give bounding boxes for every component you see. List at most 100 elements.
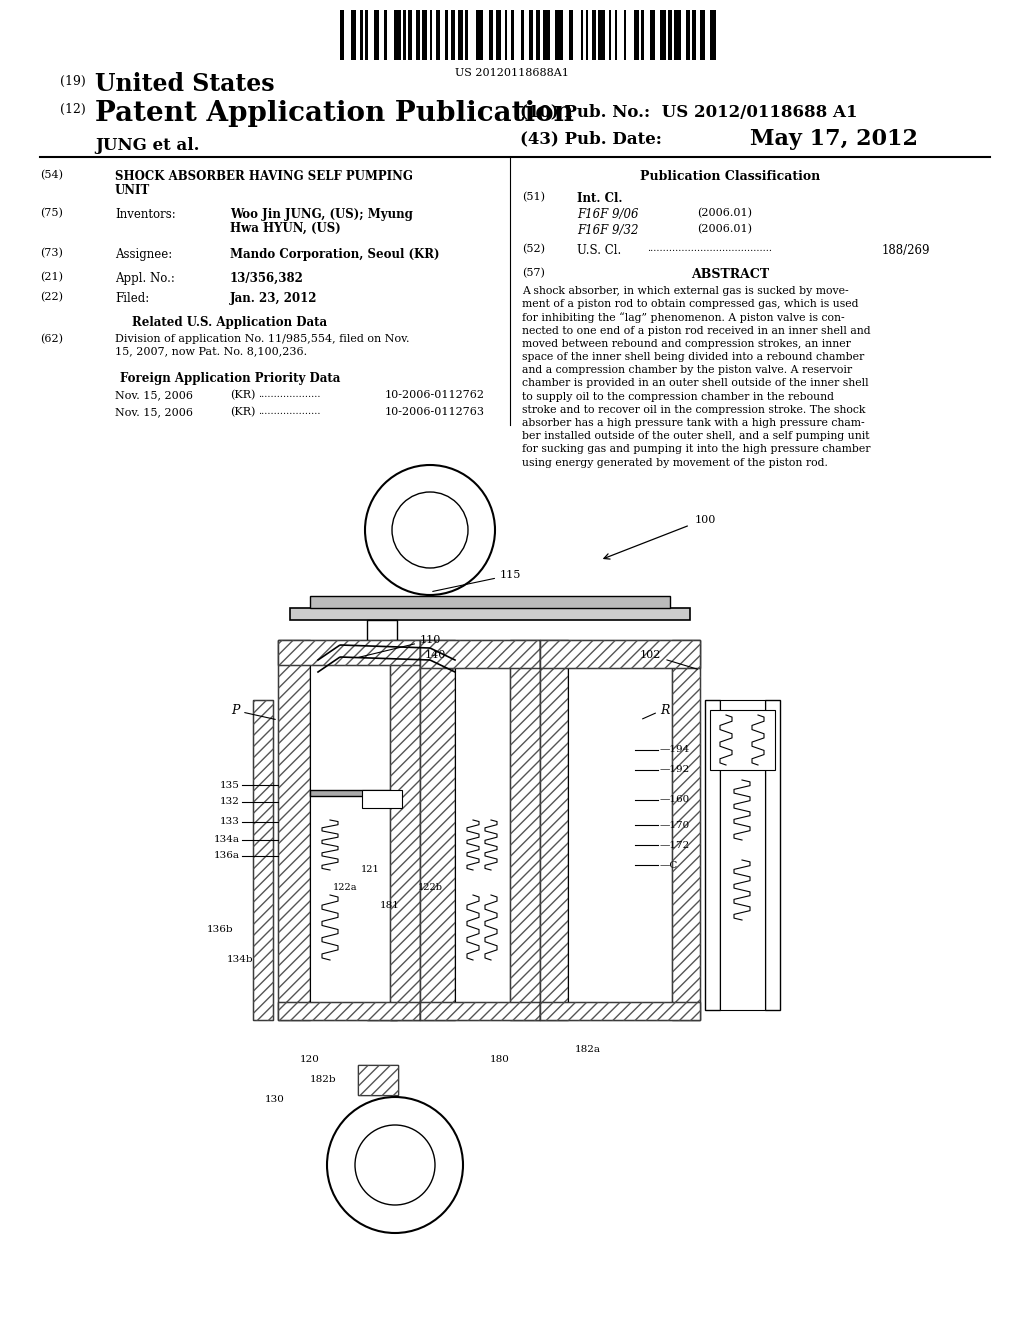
Text: ....................: .................... bbox=[258, 389, 321, 399]
Text: (2006.01): (2006.01) bbox=[697, 224, 752, 235]
Text: US 20120118688A1: US 20120118688A1 bbox=[455, 69, 569, 78]
Text: 180: 180 bbox=[490, 1056, 510, 1064]
Bar bbox=[511, 11, 513, 59]
Text: Publication Classification: Publication Classification bbox=[640, 170, 820, 183]
Bar bbox=[420, 640, 455, 1020]
Bar bbox=[362, 789, 402, 808]
Text: 110: 110 bbox=[358, 635, 441, 657]
Bar bbox=[641, 11, 644, 59]
Text: 140: 140 bbox=[425, 649, 446, 660]
Bar bbox=[340, 11, 344, 59]
Text: (54): (54) bbox=[40, 170, 63, 181]
Text: Jan. 23, 2012: Jan. 23, 2012 bbox=[230, 292, 317, 305]
Bar bbox=[650, 11, 655, 59]
Text: 15, 2007, now Pat. No. 8,100,236.: 15, 2007, now Pat. No. 8,100,236. bbox=[115, 346, 307, 356]
Text: Mando Corporation, Seoul (KR): Mando Corporation, Seoul (KR) bbox=[230, 248, 439, 261]
Text: —192: —192 bbox=[660, 766, 690, 775]
Bar bbox=[310, 789, 390, 796]
Bar bbox=[705, 700, 720, 1010]
Bar bbox=[390, 640, 420, 1020]
Text: ....................: .................... bbox=[258, 407, 321, 416]
Text: Division of application No. 11/985,554, filed on Nov.: Division of application No. 11/985,554, … bbox=[115, 334, 410, 345]
Bar bbox=[278, 640, 310, 1020]
Bar bbox=[592, 11, 596, 59]
Text: ber installed outside of the outer shell, and a self pumping unit: ber installed outside of the outer shell… bbox=[522, 432, 869, 441]
Bar bbox=[569, 11, 573, 59]
Text: ABSTRACT: ABSTRACT bbox=[691, 268, 769, 281]
Bar bbox=[710, 11, 716, 59]
Bar bbox=[416, 11, 420, 59]
Bar bbox=[278, 640, 420, 665]
Text: (KR): (KR) bbox=[230, 389, 255, 400]
Bar bbox=[699, 11, 705, 59]
Text: R: R bbox=[660, 704, 670, 717]
Text: May 17, 2012: May 17, 2012 bbox=[750, 128, 918, 150]
Text: for inhibiting the “lag” phenomenon. A piston valve is con-: for inhibiting the “lag” phenomenon. A p… bbox=[522, 313, 845, 323]
Bar bbox=[568, 640, 672, 1020]
Bar bbox=[675, 11, 681, 59]
Text: (43) Pub. Date:: (43) Pub. Date: bbox=[520, 129, 662, 147]
Bar bbox=[366, 11, 368, 59]
Text: Hwa HYUN, (US): Hwa HYUN, (US) bbox=[230, 222, 341, 235]
Text: —160: —160 bbox=[660, 796, 690, 804]
Bar bbox=[409, 11, 413, 59]
Text: 10-2006-0112763: 10-2006-0112763 bbox=[385, 407, 485, 417]
Bar bbox=[290, 609, 690, 620]
Text: Assignee:: Assignee: bbox=[115, 248, 172, 261]
Text: U.S. Cl.: U.S. Cl. bbox=[577, 244, 622, 257]
Text: (75): (75) bbox=[40, 209, 62, 218]
Text: Appl. No.:: Appl. No.: bbox=[115, 272, 175, 285]
Text: 10-2006-0112762: 10-2006-0112762 bbox=[385, 389, 485, 400]
Text: ........................................: ........................................ bbox=[647, 244, 772, 253]
Bar bbox=[310, 597, 670, 609]
Text: (KR): (KR) bbox=[230, 407, 255, 417]
Bar bbox=[310, 640, 390, 1020]
Text: 133: 133 bbox=[220, 817, 240, 826]
Text: (21): (21) bbox=[40, 272, 63, 282]
Bar bbox=[692, 11, 696, 59]
Bar bbox=[668, 11, 672, 59]
Bar bbox=[672, 640, 700, 1020]
Bar bbox=[358, 1065, 398, 1096]
Bar bbox=[540, 640, 700, 668]
Bar bbox=[455, 640, 510, 1020]
Bar bbox=[420, 1002, 540, 1020]
Bar bbox=[598, 11, 605, 59]
Bar bbox=[278, 1002, 420, 1020]
Text: for sucking gas and pumping it into the high pressure chamber: for sucking gas and pumping it into the … bbox=[522, 445, 870, 454]
Bar bbox=[430, 11, 432, 59]
Bar bbox=[403, 11, 406, 59]
Bar bbox=[374, 11, 379, 59]
Bar bbox=[608, 11, 611, 59]
Text: 102: 102 bbox=[640, 649, 697, 669]
Text: Inventors:: Inventors: bbox=[115, 209, 176, 220]
Bar bbox=[253, 700, 273, 1020]
Bar bbox=[672, 640, 700, 1020]
Text: (51): (51) bbox=[522, 191, 545, 202]
Text: United States: United States bbox=[95, 73, 274, 96]
Text: —170: —170 bbox=[660, 821, 690, 829]
Text: Foreign Application Priority Data: Foreign Application Priority Data bbox=[120, 372, 340, 385]
Bar bbox=[660, 11, 666, 59]
Text: 188/269: 188/269 bbox=[882, 244, 931, 257]
Text: Patent Application Publication: Patent Application Publication bbox=[95, 100, 573, 127]
Text: absorber has a high pressure tank with a high pressure cham-: absorber has a high pressure tank with a… bbox=[522, 418, 864, 428]
Bar bbox=[686, 11, 689, 59]
Text: chamber is provided in an outer shell outside of the inner shell: chamber is provided in an outer shell ou… bbox=[522, 379, 868, 388]
Bar bbox=[510, 640, 540, 1020]
Text: 181: 181 bbox=[380, 900, 400, 909]
Bar bbox=[540, 640, 700, 668]
Bar bbox=[765, 700, 780, 1010]
Text: 130: 130 bbox=[265, 1096, 285, 1105]
Text: Filed:: Filed: bbox=[115, 292, 150, 305]
Bar bbox=[351, 11, 356, 59]
Bar bbox=[475, 11, 483, 59]
Bar bbox=[394, 11, 400, 59]
Bar bbox=[540, 1002, 700, 1020]
Bar bbox=[390, 640, 420, 1020]
Text: 132: 132 bbox=[220, 797, 240, 807]
Text: (2006.01): (2006.01) bbox=[697, 209, 752, 218]
Text: 120: 120 bbox=[300, 1056, 319, 1064]
Bar bbox=[634, 11, 639, 59]
Text: (10) Pub. No.:  US 2012/0118688 A1: (10) Pub. No.: US 2012/0118688 A1 bbox=[520, 103, 857, 120]
